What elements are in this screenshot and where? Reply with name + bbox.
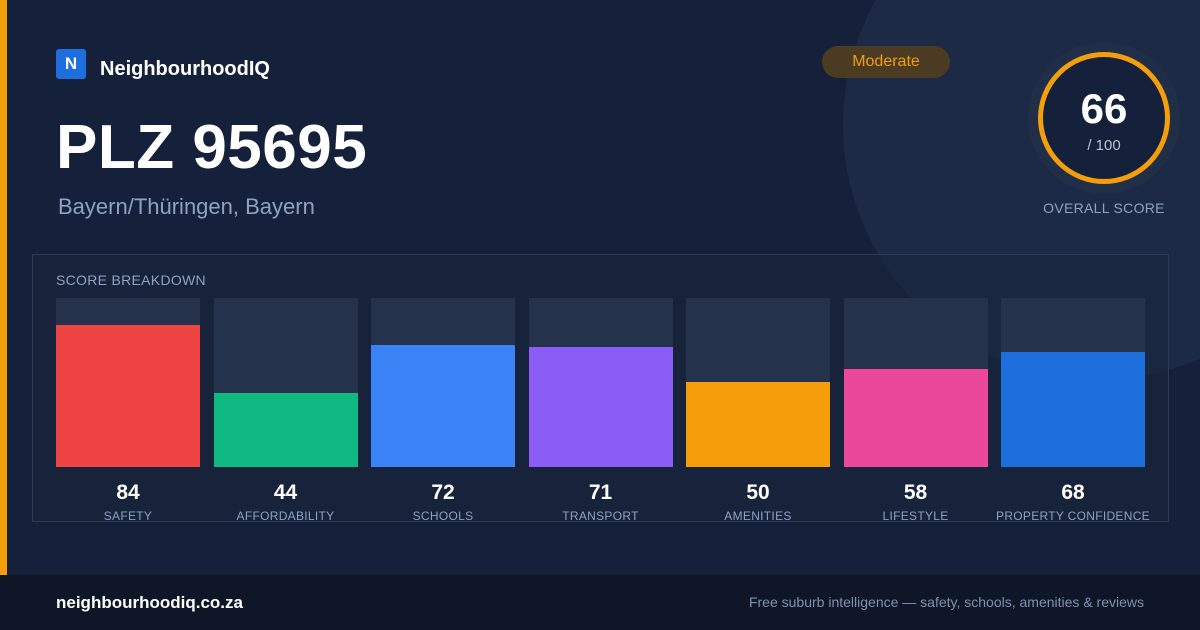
bar-label: PROPERTY CONFIDENCE bbox=[996, 509, 1150, 523]
bar-label: SCHOOLS bbox=[412, 509, 474, 523]
page-title: PLZ 95695 bbox=[56, 113, 368, 182]
brand-name: NeighbourhoodIQ bbox=[100, 58, 270, 80]
score-bar-affordability: 44 AFFORDABILITY bbox=[213, 298, 358, 523]
bar-label: SAFETY bbox=[103, 509, 153, 523]
bar-track bbox=[1001, 298, 1145, 467]
bar-track bbox=[686, 298, 830, 467]
bar-value: 58 bbox=[903, 481, 928, 504]
bar-value: 71 bbox=[588, 481, 613, 504]
bar-fill bbox=[1001, 352, 1145, 467]
bar-value: 44 bbox=[273, 481, 298, 504]
bar-label: LIFESTYLE bbox=[882, 509, 949, 523]
bar-value: 84 bbox=[116, 481, 140, 504]
overall-score-value: 66 bbox=[1080, 85, 1128, 132]
brand-logo-icon: N bbox=[56, 48, 86, 79]
score-bar-schools: 72 SCHOOLS bbox=[371, 298, 515, 523]
bar-label: AMENITIES bbox=[724, 509, 792, 523]
share-card: N NeighbourhoodIQ PLZ 95695 Bayern/Thüri… bbox=[0, 0, 1200, 575]
bar-track bbox=[843, 298, 988, 467]
overall-score-caption: OVERALL SCORE bbox=[1043, 200, 1165, 216]
brand: N NeighbourhoodIQ bbox=[56, 46, 270, 81]
bar-label: TRANSPORT bbox=[562, 509, 639, 523]
overall-score-max: / 100 bbox=[1087, 137, 1121, 154]
score-bar-property-confidence: 68 PROPERTY CONFIDENCE bbox=[996, 298, 1150, 523]
bar-value: 68 bbox=[1061, 481, 1085, 504]
footer-tagline: Free suburb intelligence — safety, schoo… bbox=[748, 594, 1144, 610]
bar-fill bbox=[843, 369, 988, 467]
bar-value: 50 bbox=[746, 481, 770, 504]
footer: neighbourhoodiq.co.za Free suburb intell… bbox=[0, 575, 1200, 630]
bar-track bbox=[371, 298, 515, 467]
score-bar-transport: 71 TRANSPORT bbox=[528, 298, 673, 523]
breakdown-title: SCORE BREAKDOWN bbox=[56, 272, 206, 288]
score-bar-safety: 84 SAFETY bbox=[56, 298, 200, 523]
bar-track bbox=[528, 298, 673, 467]
breakdown-bars: 84 SAFETY 44 AFFORDABILITY 72 SCHOOLS 71 TRANSP… bbox=[56, 298, 1150, 523]
bar-track bbox=[56, 298, 200, 467]
score-breakdown-panel: SCORE BREAKDOWN 84 SAFETY 44 AFFORDABILITY 7… bbox=[32, 254, 1169, 523]
bar-fill bbox=[213, 393, 358, 467]
bar-fill bbox=[528, 347, 673, 467]
bar-value: 72 bbox=[431, 481, 455, 504]
location-region: Bayern/Thüringen, Bayern bbox=[58, 194, 315, 219]
bar-track bbox=[213, 298, 358, 467]
score-ring-progress: 66 / 100 bbox=[1038, 52, 1170, 184]
bar-fill bbox=[56, 325, 200, 467]
overall-score-ring: 66 / 100 bbox=[1028, 42, 1180, 194]
bar-fill bbox=[686, 382, 830, 467]
score-bar-lifestyle: 58 LIFESTYLE bbox=[843, 298, 988, 523]
bar-fill bbox=[371, 345, 515, 467]
rating-badge: Moderate bbox=[822, 46, 950, 78]
score-bar-amenities: 50 AMENITIES bbox=[686, 298, 830, 523]
bar-label: AFFORDABILITY bbox=[236, 509, 335, 523]
accent-strip bbox=[0, 0, 7, 575]
footer-url[interactable]: neighbourhoodiq.co.za bbox=[56, 593, 243, 612]
